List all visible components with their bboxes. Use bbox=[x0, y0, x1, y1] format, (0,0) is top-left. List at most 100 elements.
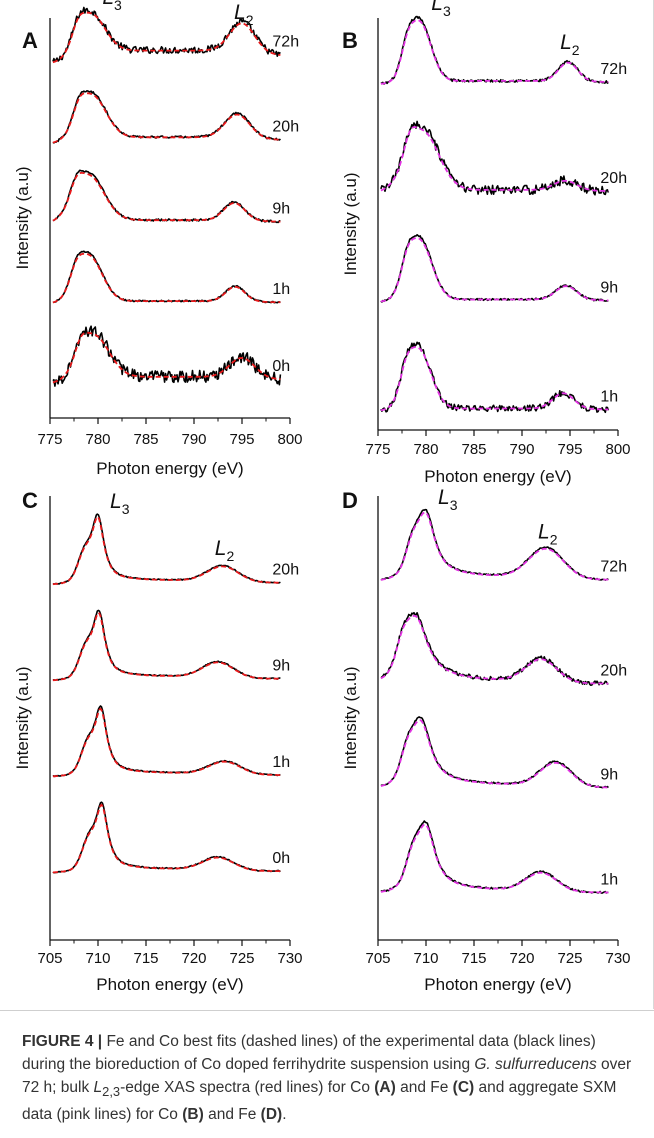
panel-a-series-0h-label: 0h bbox=[272, 358, 290, 375]
panel-a-series-0h-fit-line bbox=[52, 331, 281, 384]
caption-panel-b: (B) bbox=[182, 1106, 204, 1124]
panel-c-series-9h-fit-line bbox=[52, 611, 281, 682]
panel-c-x-tick-label: 715 bbox=[133, 950, 158, 967]
panel-d-x-tick-label: 720 bbox=[509, 950, 534, 967]
panel-b-series-1h-experimental-line bbox=[380, 341, 610, 414]
panel-a-series-9h-experimental-line bbox=[52, 169, 281, 224]
panel-b-series-9h-label: 9h bbox=[600, 279, 618, 296]
panel-c-series-9h-experimental-line bbox=[52, 609, 281, 681]
panel-b-x-tick-label: 790 bbox=[509, 441, 534, 458]
panel-a-series-1h-fit-line bbox=[52, 252, 281, 304]
panel-a-series-0h-experimental-line bbox=[52, 325, 282, 387]
panel-c-series-20h-fit-line bbox=[52, 515, 281, 586]
panel-a-y-axis-label: Intensity (a.u) bbox=[13, 167, 32, 270]
caption-edge-sub: 2,3 bbox=[102, 1084, 121, 1100]
panel-b-series-72h-fit-line bbox=[380, 19, 609, 85]
panel-a-group: A 775 780 785 790 795 800 Photon energy (eV) Int… bbox=[13, 0, 303, 478]
panel-c-y-axis-label: Intensity (a.u) bbox=[13, 667, 32, 770]
panel-d-series-1h-fit-line bbox=[380, 823, 609, 894]
caption-edge: L bbox=[93, 1079, 103, 1096]
panel-d-series-9h-label: 9h bbox=[600, 766, 618, 783]
panel-d-x-tick-label: 705 bbox=[365, 950, 390, 967]
panel-b-edge-label-l2: L2 bbox=[560, 31, 580, 58]
panel-a-x-tick-label: 780 bbox=[85, 431, 110, 448]
panel-a-x-tick-label: 775 bbox=[37, 431, 62, 448]
panel-b-x-tick-label: 780 bbox=[413, 441, 438, 458]
panel-d-label: D bbox=[342, 488, 358, 513]
panel-a-series-1h-label: 1h bbox=[272, 281, 290, 298]
caption-text-7: . bbox=[282, 1106, 287, 1124]
caption-panel-a: (A) bbox=[374, 1079, 396, 1096]
panel-b-y-axis-label: Intensity (a.u) bbox=[341, 173, 360, 276]
panel-c-x-tick-label: 705 bbox=[37, 950, 62, 967]
panel-b-edge-label-l3: L3 bbox=[431, 0, 451, 19]
panel-d-series-9h-experimental-line bbox=[380, 716, 609, 789]
panel-b-series-1h-fit-line bbox=[380, 346, 609, 412]
panel-a-series-1h-experimental-line bbox=[52, 250, 281, 304]
panel-a-x-tick-label: 795 bbox=[229, 431, 254, 448]
panel-d-series-9h-fit-line bbox=[380, 719, 609, 789]
panel-c-edge-label-l3: L3 bbox=[110, 490, 130, 517]
panel-b-series-9h-fit-line bbox=[380, 237, 609, 303]
caption-text-3: -edge XAS spectra (red lines) for Co bbox=[120, 1079, 375, 1096]
panel-d-series-20h-label: 20h bbox=[600, 662, 627, 679]
panel-b-label: B bbox=[342, 28, 358, 53]
caption-text-2: over 72 h; bulk bbox=[22, 1056, 632, 1096]
panel-d-x-tick-label: 715 bbox=[461, 950, 486, 967]
caption-text-4: and Fe bbox=[395, 1079, 453, 1096]
panel-a-x-tick-label: 785 bbox=[133, 431, 158, 448]
panel-c-series-20h-label: 20h bbox=[272, 562, 299, 579]
panel-b-series-9h-experimental-line bbox=[380, 234, 609, 303]
panel-c-x-tick-label: 730 bbox=[277, 950, 302, 967]
panel-a-x-tick-label: 800 bbox=[277, 431, 302, 448]
panel-d-y-axis-label: Intensity (a.u) bbox=[341, 667, 360, 770]
panel-d-series-72h-label: 72h bbox=[600, 558, 627, 575]
panel-b-x-tick-label: 800 bbox=[605, 441, 630, 458]
panel-c-series-1h-fit-line bbox=[52, 707, 281, 778]
panel-b-x-axis-label: Photon energy (eV) bbox=[424, 467, 571, 486]
panel-c-group: C 705 710 715 720 725 730 Photon energy (eV) Int… bbox=[13, 488, 303, 994]
panel-a-label: A bbox=[22, 28, 38, 53]
caption-panel-d: (D) bbox=[260, 1106, 283, 1124]
panel-c-series-20h-experimental-line bbox=[52, 513, 281, 585]
panel-a-series-20h-fit-line bbox=[52, 92, 281, 144]
panel-d-x-axis-label: Photon energy (eV) bbox=[424, 975, 571, 994]
caption-text-5: and aggregate SXM data (pink lines) for … bbox=[22, 1079, 617, 1124]
panel-d-series-20h-fit-line bbox=[380, 614, 609, 685]
panel-c-series-0h-experimental-line bbox=[52, 801, 281, 874]
panel-a-edge-label-l2: L2 bbox=[234, 1, 254, 28]
panel-b-series-20h-label: 20h bbox=[600, 170, 627, 187]
panel-b-series-20h-fit-line bbox=[380, 126, 609, 192]
panel-c-x-tick-label: 720 bbox=[181, 950, 206, 967]
caption-panel-c: (C) bbox=[452, 1079, 475, 1096]
panel-d-group: D 705 710 715 720 725 730 Photon energy (eV) Int… bbox=[341, 486, 631, 994]
panel-b-series-72h-label: 72h bbox=[600, 61, 627, 78]
panel-c-series-1h-experimental-line bbox=[52, 705, 281, 778]
panel-c-x-axis-label: Photon energy (eV) bbox=[96, 975, 243, 994]
caption-text-6: and Fe bbox=[203, 1106, 261, 1124]
panel-a-edge-label-l3: L3 bbox=[102, 0, 122, 13]
panel-c-series-1h-label: 1h bbox=[272, 754, 290, 771]
panel-d-edge-label-l2: L2 bbox=[538, 521, 558, 548]
panel-a-x-axis-label: Photon energy (eV) bbox=[96, 459, 243, 478]
panel-b-x-tick-label: 785 bbox=[461, 441, 486, 458]
panel-c-edge-label-l2: L2 bbox=[215, 537, 235, 564]
panel-b-group: B 775 780 785 790 795 800 Photon energy (eV) Int… bbox=[341, 0, 631, 486]
panel-d-series-20h-experimental-line bbox=[380, 611, 609, 686]
caption-species: G. sulfurreducens bbox=[474, 1056, 597, 1073]
figure-caption: FIGURE 4 | Fe and Co best fits (dashed l… bbox=[22, 1030, 642, 1126]
panel-d-edge-label-l3: L3 bbox=[438, 486, 458, 513]
panel-d-x-tick-label: 730 bbox=[605, 950, 630, 967]
panel-a-x-tick-label: 790 bbox=[181, 431, 206, 448]
panel-c-series-9h-label: 9h bbox=[272, 658, 290, 675]
caption-divider bbox=[0, 1010, 654, 1011]
panel-a-series-20h-experimental-line bbox=[52, 90, 281, 144]
panel-a-series-9h-fit-line bbox=[52, 172, 281, 223]
caption-text-1: Fe and Co best fits (dashed lines) of th… bbox=[22, 1033, 596, 1073]
panel-d-series-1h-label: 1h bbox=[600, 871, 618, 888]
panel-d-series-72h-fit-line bbox=[380, 511, 609, 581]
panel-a-series-20h-label: 20h bbox=[272, 119, 299, 136]
panel-a-series-72h-fit-line bbox=[52, 11, 281, 64]
panel-b-x-tick-label: 795 bbox=[557, 441, 582, 458]
